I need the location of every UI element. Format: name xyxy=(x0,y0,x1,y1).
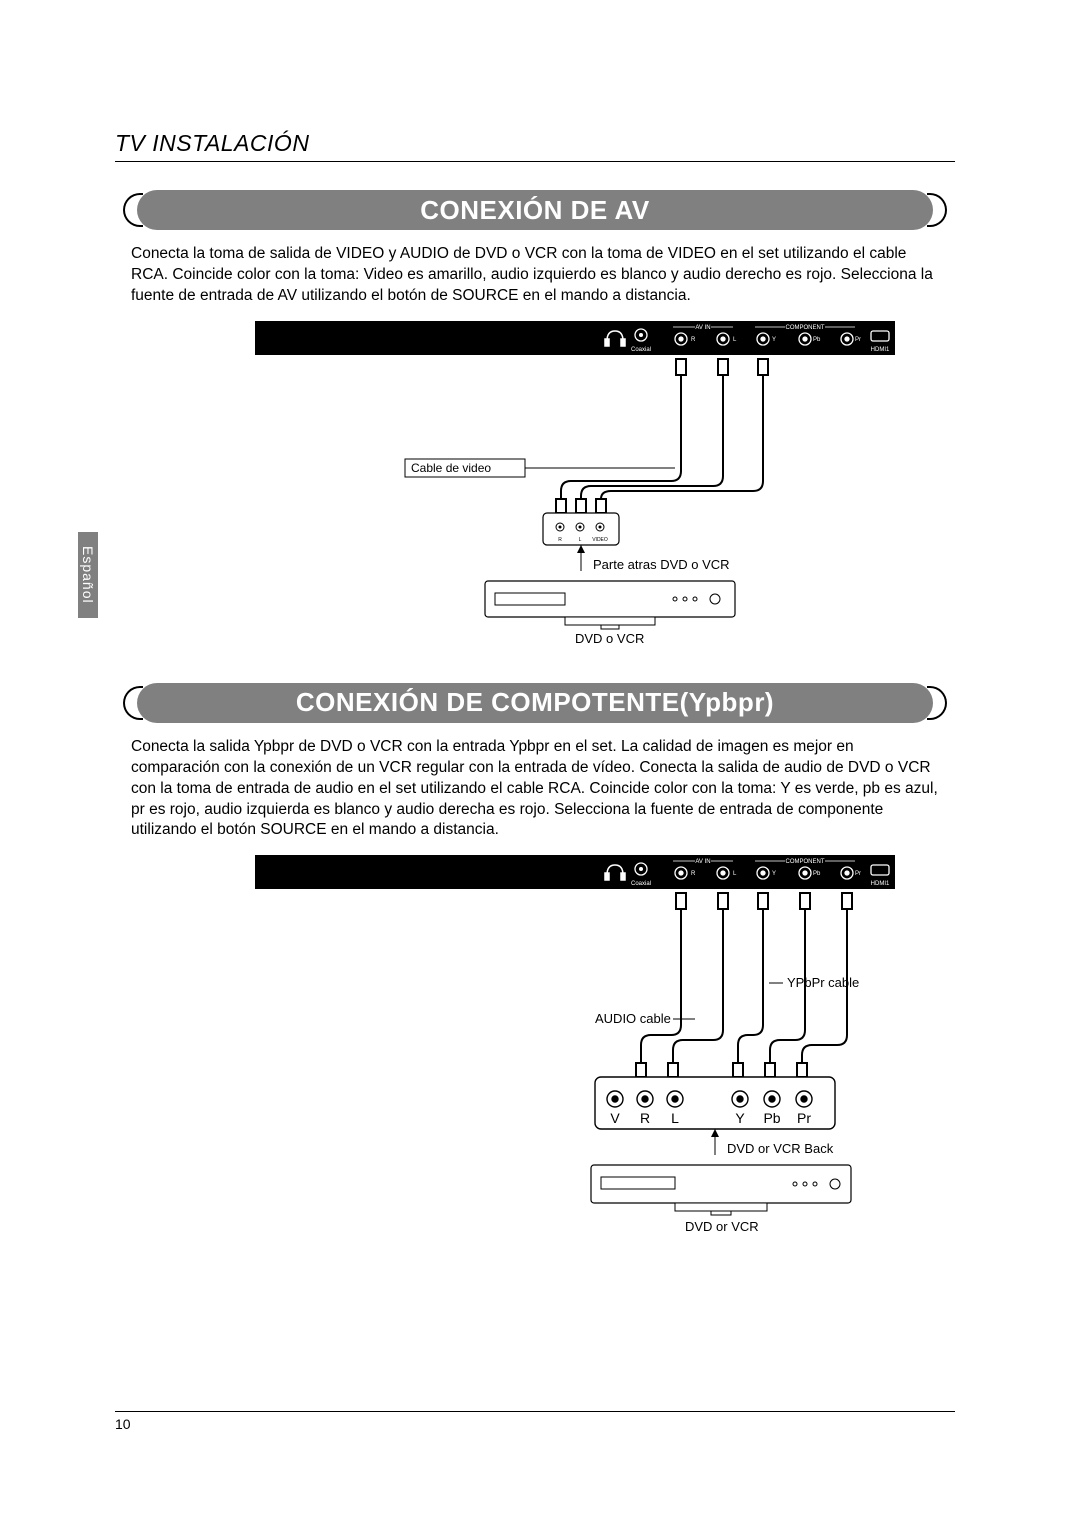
page-content: TV INSTALACIÓN CONEXIÓN DE AV Conecta la… xyxy=(115,130,955,1277)
svg-text:AUDIO cable: AUDIO cable xyxy=(595,1011,671,1026)
svg-text:HDMI1: HDMI1 xyxy=(871,881,890,887)
section-av-heading: CONEXIÓN DE AV xyxy=(115,190,955,230)
section-av: CONEXIÓN DE AV Conecta la toma de salida… xyxy=(115,190,955,661)
svg-text:R: R xyxy=(558,537,562,543)
svg-text:COMPONENT: COMPONENT xyxy=(786,325,825,331)
svg-text:YPbPr cable: YPbPr cable xyxy=(787,975,859,990)
svg-text:HDMI1: HDMI1 xyxy=(871,347,890,353)
section-component-title: CONEXIÓN DE COMPOTENTE(Ypbpr) xyxy=(296,687,774,718)
svg-text:Pb: Pb xyxy=(813,871,821,877)
section-component-heading: CONEXIÓN DE COMPOTENTE(Ypbpr) xyxy=(115,683,955,723)
svg-text:R: R xyxy=(691,871,696,877)
svg-text:DVD o VCR: DVD o VCR xyxy=(575,631,644,646)
svg-text:Y: Y xyxy=(772,337,776,343)
svg-text:Coaxial: Coaxial xyxy=(631,347,651,353)
page-footer: 10 xyxy=(115,1411,955,1432)
header-title: TV INSTALACIÓN xyxy=(115,130,955,157)
svg-text:Pr: Pr xyxy=(855,337,861,343)
svg-text:Pb: Pb xyxy=(813,337,821,343)
diagram-component: Coaxial AV IN R L COMPONENT Y xyxy=(115,855,955,1255)
svg-text:Pr: Pr xyxy=(855,871,861,877)
svg-text:Pr: Pr xyxy=(797,1110,811,1126)
svg-text:COMPONENT: COMPONENT xyxy=(786,859,825,865)
svg-text:Y: Y xyxy=(735,1110,745,1126)
language-tab: Español xyxy=(78,532,98,618)
section-component-body: Conecta la salida Ypbpr de DVD o VCR con… xyxy=(131,737,939,842)
svg-text:DVD or VCR Back: DVD or VCR Back xyxy=(727,1141,834,1156)
svg-text:R: R xyxy=(691,337,696,343)
section-av-title: CONEXIÓN DE AV xyxy=(420,195,649,226)
section-av-body: Conecta la toma de salida de VIDEO y AUD… xyxy=(131,244,939,307)
svg-text:L: L xyxy=(671,1110,679,1126)
svg-text:Parte atras DVD o VCR: Parte atras DVD o VCR xyxy=(593,557,730,572)
svg-text:R: R xyxy=(640,1110,650,1126)
svg-text:DVD or VCR: DVD or VCR xyxy=(685,1219,759,1234)
svg-text:Cable de video: Cable de video xyxy=(411,461,491,475)
svg-text:VIDEO: VIDEO xyxy=(592,537,608,543)
svg-text:V: V xyxy=(610,1110,620,1126)
page-number: 10 xyxy=(115,1416,131,1432)
svg-text:Pb: Pb xyxy=(763,1110,780,1126)
svg-text:AV IN: AV IN xyxy=(695,859,710,865)
svg-text:AV IN: AV IN xyxy=(695,325,710,331)
section-component: CONEXIÓN DE COMPOTENTE(Ypbpr) Conecta la… xyxy=(115,683,955,1256)
svg-text:Y: Y xyxy=(772,871,776,877)
svg-text:Coaxial: Coaxial xyxy=(631,881,651,887)
diagram-av: Coaxial AV IN R L COMPONENT xyxy=(115,321,955,661)
page-header: TV INSTALACIÓN xyxy=(115,130,955,162)
pill-body: CONEXIÓN DE COMPOTENTE(Ypbpr) xyxy=(137,683,933,723)
svg-text:L: L xyxy=(579,537,582,543)
pill-body: CONEXIÓN DE AV xyxy=(137,190,933,230)
